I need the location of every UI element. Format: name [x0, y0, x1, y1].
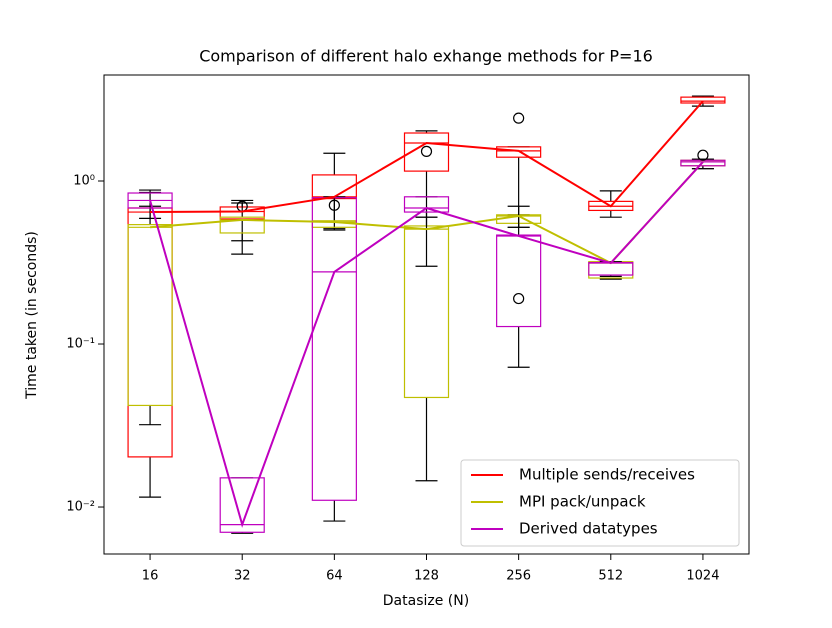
- flier: [697, 149, 709, 161]
- x-tick-label: 256: [506, 569, 531, 584]
- x-tick-label: 512: [598, 569, 623, 584]
- legend: Multiple sends/receives MPI pack/unpack De…: [460, 459, 740, 547]
- flier: [513, 112, 525, 124]
- y-axis-label: Time taken (in seconds): [24, 231, 40, 400]
- legend-frame: [460, 459, 740, 547]
- x-tick-label: 1024: [686, 569, 719, 584]
- box: [219, 216, 265, 234]
- box: [403, 196, 450, 213]
- y-tick-label: 10⁰: [73, 174, 95, 189]
- box: [219, 477, 265, 533]
- box: [680, 96, 726, 104]
- x-tick-label: 16: [142, 569, 159, 584]
- flier: [513, 292, 525, 305]
- legend-label: MPI pack/unpack: [519, 493, 646, 511]
- median-line: [150, 100, 704, 214]
- box: [403, 132, 450, 172]
- legend-label: Multiple sends/receives: [519, 466, 695, 484]
- flier: [420, 145, 433, 157]
- y-tick-label: 10⁻²: [66, 500, 95, 515]
- box: [496, 146, 542, 158]
- x-axis-label: Datasize (N): [383, 593, 469, 609]
- x-tick-label: 64: [326, 569, 343, 584]
- x-tick-label: 128: [414, 569, 439, 584]
- x-tick-label: 32: [234, 569, 251, 584]
- plot-frame: [103, 74, 750, 555]
- box: [127, 224, 173, 407]
- median-line: [149, 161, 704, 528]
- legend-label: Derived datatypes: [519, 520, 658, 538]
- y-tick-label: 10⁻¹: [66, 337, 95, 352]
- chart-title: Comparison of different halo exhange met…: [199, 47, 653, 66]
